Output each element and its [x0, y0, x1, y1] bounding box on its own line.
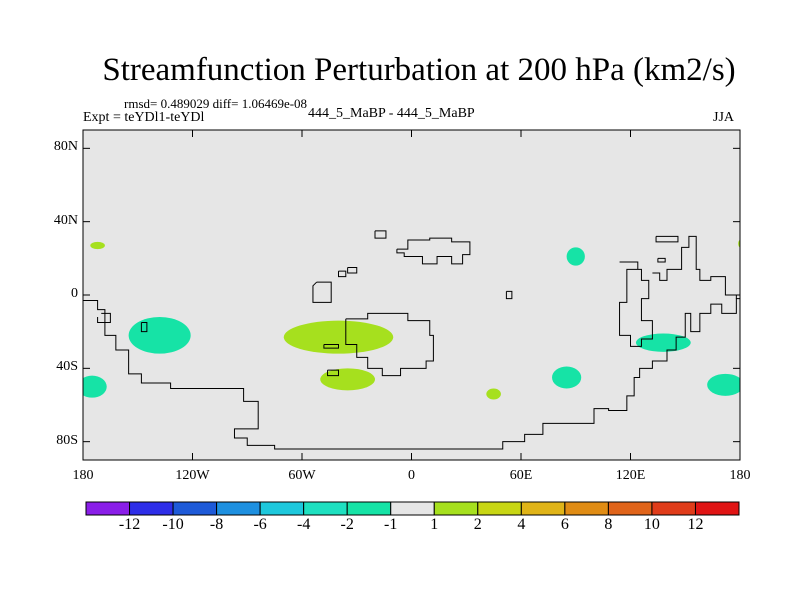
colorbar-swatch — [129, 501, 174, 516]
y-tick-label: 80N — [53, 139, 78, 155]
coastline — [655, 235, 679, 243]
coastline — [345, 312, 434, 377]
y-tick-label: 40N — [53, 212, 78, 228]
colorbar-swatch — [477, 501, 522, 516]
rmsd-stats: rmsd= 0.489029 diff= 1.06469e-08 — [124, 96, 308, 111]
colorbar-swatch — [259, 501, 305, 516]
colorbar-label: 1 — [430, 516, 439, 533]
anomaly-region — [283, 320, 394, 354]
experiment-label: Expt = teYDl1-teYDl — [83, 110, 205, 125]
y-tick-label: 40S — [56, 359, 78, 375]
x-tick-label: 180 — [729, 468, 751, 483]
colorbar-label: 8 — [604, 516, 613, 533]
anomaly-region — [83, 375, 107, 398]
colorbar-swatch — [303, 501, 348, 516]
x-tick-label: 120W — [175, 468, 210, 483]
colorbar-swatch — [651, 501, 696, 516]
map-background — [83, 130, 740, 460]
anomaly-region — [90, 241, 105, 250]
coastline — [327, 369, 339, 377]
colorbar-label: -4 — [296, 516, 311, 533]
colorbar-swatch — [390, 501, 435, 516]
colorbar-label: -8 — [209, 516, 224, 533]
colorbar-label: -1 — [384, 516, 398, 533]
colorbar — [85, 501, 740, 516]
y-tick-label: 80S — [56, 432, 78, 448]
x-tick-label: 180 — [72, 468, 94, 483]
coastline — [657, 257, 666, 263]
colorbar-swatch — [346, 501, 392, 516]
anomaly-region — [486, 388, 501, 400]
x-tick-label: 60E — [509, 468, 533, 483]
coastline — [347, 267, 358, 274]
chart-title: Streamfunction Perturbation at 200 hPa (… — [102, 52, 736, 88]
colorbar-label: 6 — [560, 516, 569, 533]
colorbar-label: 10 — [643, 516, 660, 533]
anomaly-region — [128, 317, 191, 354]
colorbar-swatch — [172, 501, 218, 516]
x-tick-label: 60W — [288, 468, 316, 483]
coastline — [396, 237, 471, 265]
coastline — [140, 322, 148, 333]
case-label: 444_5_MaBP - 444_5_MaBP — [308, 106, 475, 121]
colorbar-swatch — [607, 501, 653, 516]
anomaly-region — [635, 333, 691, 352]
colorbar-label: -6 — [253, 516, 267, 533]
coastline-layer — [83, 230, 740, 450]
colorbar-swatch — [216, 501, 261, 516]
colorbar-swatch — [85, 501, 131, 516]
coastline — [97, 312, 111, 323]
colorbar-label: 4 — [517, 516, 526, 533]
anomaly-layer — [83, 240, 740, 400]
anomaly-region — [320, 368, 375, 391]
coastline — [652, 235, 737, 299]
coastline — [619, 261, 653, 347]
coastline — [374, 230, 387, 239]
colorbar-label: 12 — [687, 516, 704, 533]
x-tick-label: 0 — [408, 468, 415, 483]
colorbar-swatch — [564, 501, 609, 516]
coastline — [83, 298, 740, 450]
colorbar-swatch — [433, 501, 479, 516]
map-frame — [82, 129, 741, 461]
anomaly-region — [566, 247, 585, 266]
colorbar-swatch — [520, 501, 566, 516]
coastline — [338, 270, 347, 278]
anomaly-region — [552, 366, 582, 389]
colorbar-label: -10 — [162, 516, 184, 533]
coastline — [312, 281, 332, 303]
coastline — [505, 290, 513, 300]
x-tick-label: 120E — [615, 468, 646, 483]
colorbar-swatch — [694, 501, 740, 516]
colorbar-label: -12 — [118, 516, 141, 533]
coastline — [323, 344, 339, 349]
y-tick-label: 0 — [71, 286, 78, 301]
colorbar-label: -2 — [340, 516, 354, 533]
season-label: JJA — [713, 110, 735, 125]
anomaly-region — [707, 373, 740, 396]
colorbar-label: 2 — [473, 516, 482, 533]
